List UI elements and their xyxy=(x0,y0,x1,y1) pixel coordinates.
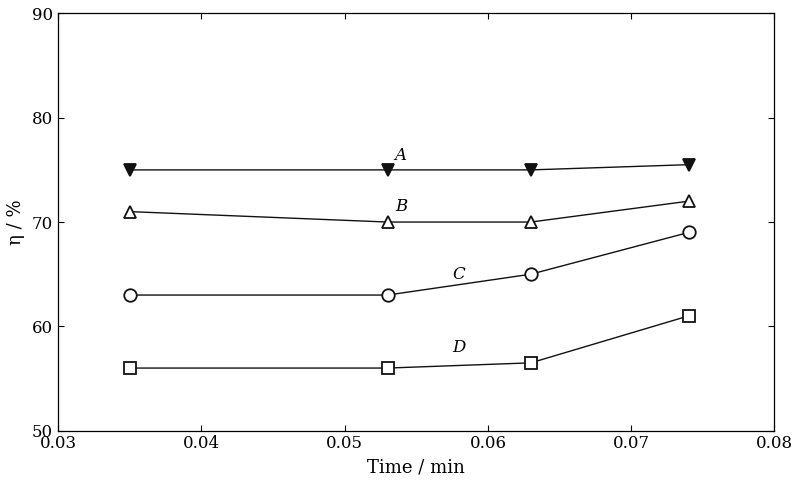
X-axis label: Time / min: Time / min xyxy=(367,458,465,476)
Text: A: A xyxy=(394,147,406,164)
Text: B: B xyxy=(394,198,407,215)
Text: D: D xyxy=(452,339,466,355)
Y-axis label: η / %: η / % xyxy=(7,199,25,245)
Text: C: C xyxy=(452,266,465,283)
